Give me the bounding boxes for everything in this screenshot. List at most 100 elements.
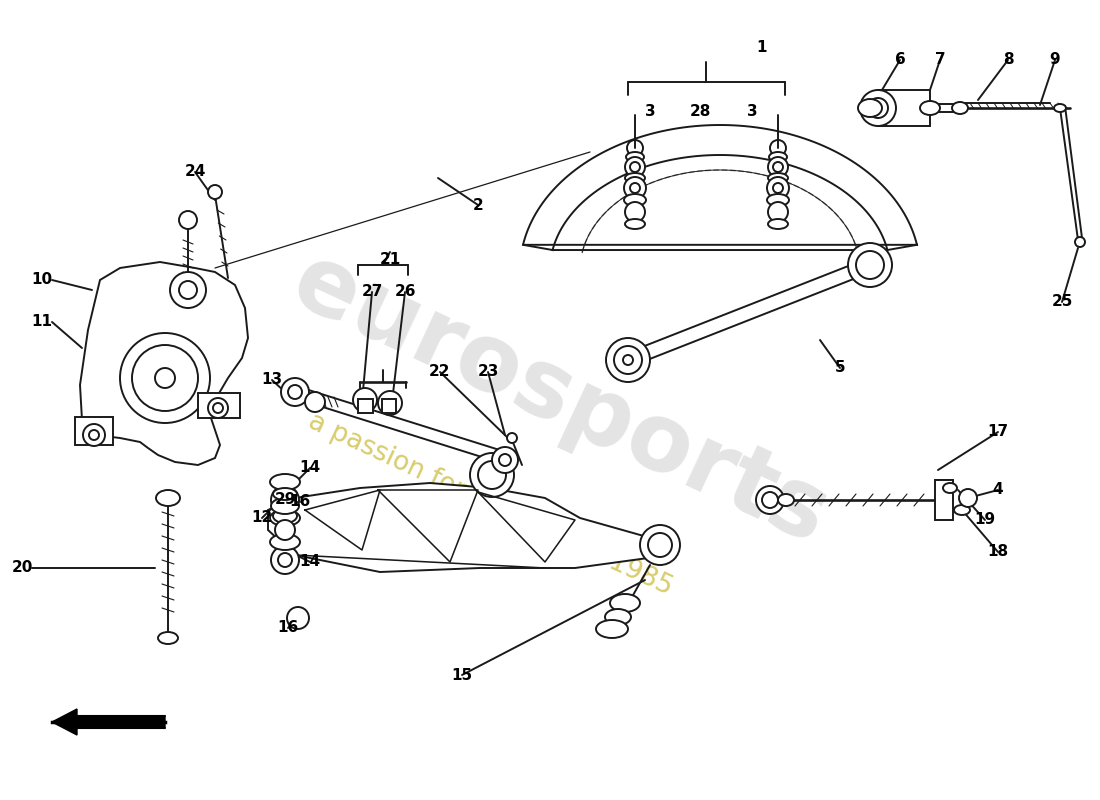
Text: eurosports: eurosports [278,236,843,564]
Text: 15: 15 [451,667,473,682]
Bar [75,417,113,445]
Circle shape [120,333,210,423]
Circle shape [492,447,518,473]
Text: 6: 6 [894,53,905,67]
Circle shape [625,157,645,177]
Text: 3: 3 [645,105,656,119]
Bar [878,90,930,126]
Circle shape [271,546,299,574]
Circle shape [767,177,789,199]
Circle shape [275,520,295,540]
Ellipse shape [271,498,299,514]
Ellipse shape [625,173,645,183]
Ellipse shape [858,99,882,117]
Ellipse shape [769,152,786,162]
Ellipse shape [920,101,940,115]
Polygon shape [52,709,165,735]
Circle shape [756,486,784,514]
Circle shape [478,461,506,489]
Circle shape [630,162,640,172]
Ellipse shape [273,488,297,500]
Circle shape [770,140,786,156]
Bar [198,393,240,418]
Ellipse shape [624,194,646,206]
Ellipse shape [943,483,957,493]
Circle shape [768,157,788,177]
Ellipse shape [626,152,644,162]
Text: 1: 1 [757,41,768,55]
Circle shape [208,185,222,199]
Ellipse shape [768,219,788,229]
Circle shape [179,281,197,299]
Text: 14: 14 [299,554,320,570]
Circle shape [625,202,645,222]
Polygon shape [522,125,917,250]
Circle shape [170,272,206,308]
Text: 24: 24 [185,165,206,179]
Circle shape [762,492,778,508]
Circle shape [773,183,783,193]
Circle shape [1075,237,1085,247]
Circle shape [208,398,228,418]
Text: 27: 27 [361,285,383,299]
Text: 20: 20 [11,561,33,575]
Circle shape [606,338,650,382]
Circle shape [288,385,302,399]
Ellipse shape [954,505,970,515]
Circle shape [278,553,292,567]
Ellipse shape [610,594,640,612]
Text: 18: 18 [988,545,1009,559]
Ellipse shape [275,546,295,558]
Circle shape [155,368,175,388]
Text: 29: 29 [274,493,296,507]
Text: 2: 2 [473,198,483,213]
Circle shape [648,533,672,557]
Circle shape [271,486,299,514]
Ellipse shape [270,510,300,526]
Circle shape [470,453,514,497]
Ellipse shape [605,609,631,625]
Text: 12: 12 [252,510,273,526]
Circle shape [82,424,104,446]
Text: 19: 19 [975,513,996,527]
Ellipse shape [270,474,300,490]
Circle shape [623,355,632,365]
Circle shape [499,454,512,466]
Text: 26: 26 [394,285,416,299]
Ellipse shape [156,490,180,506]
Ellipse shape [768,173,788,183]
Circle shape [773,162,783,172]
Circle shape [213,403,223,413]
Text: 3: 3 [747,105,757,119]
Text: 8: 8 [1003,53,1013,67]
Text: 23: 23 [477,365,498,379]
Text: 4: 4 [992,482,1003,498]
Bar [935,480,953,520]
Circle shape [132,345,198,411]
Circle shape [860,90,896,126]
Ellipse shape [353,388,377,412]
Circle shape [614,346,642,374]
Text: 16: 16 [277,621,298,635]
Ellipse shape [270,534,300,550]
Text: 17: 17 [988,425,1009,439]
Circle shape [959,489,977,507]
Text: 21: 21 [379,253,400,267]
Ellipse shape [378,391,402,415]
Ellipse shape [1054,104,1066,112]
Text: 13: 13 [262,373,283,387]
Text: eurosports: eurosports [278,236,843,564]
Text: 25: 25 [1052,294,1072,310]
Circle shape [868,98,888,118]
Polygon shape [268,483,666,572]
Text: 28: 28 [690,105,711,119]
Text: 10: 10 [32,273,53,287]
Circle shape [280,378,309,406]
Circle shape [89,430,99,440]
Ellipse shape [305,392,324,412]
Bar [382,399,396,413]
Bar [358,399,373,413]
Circle shape [287,607,309,629]
Ellipse shape [158,632,178,644]
Text: 14: 14 [299,461,320,475]
